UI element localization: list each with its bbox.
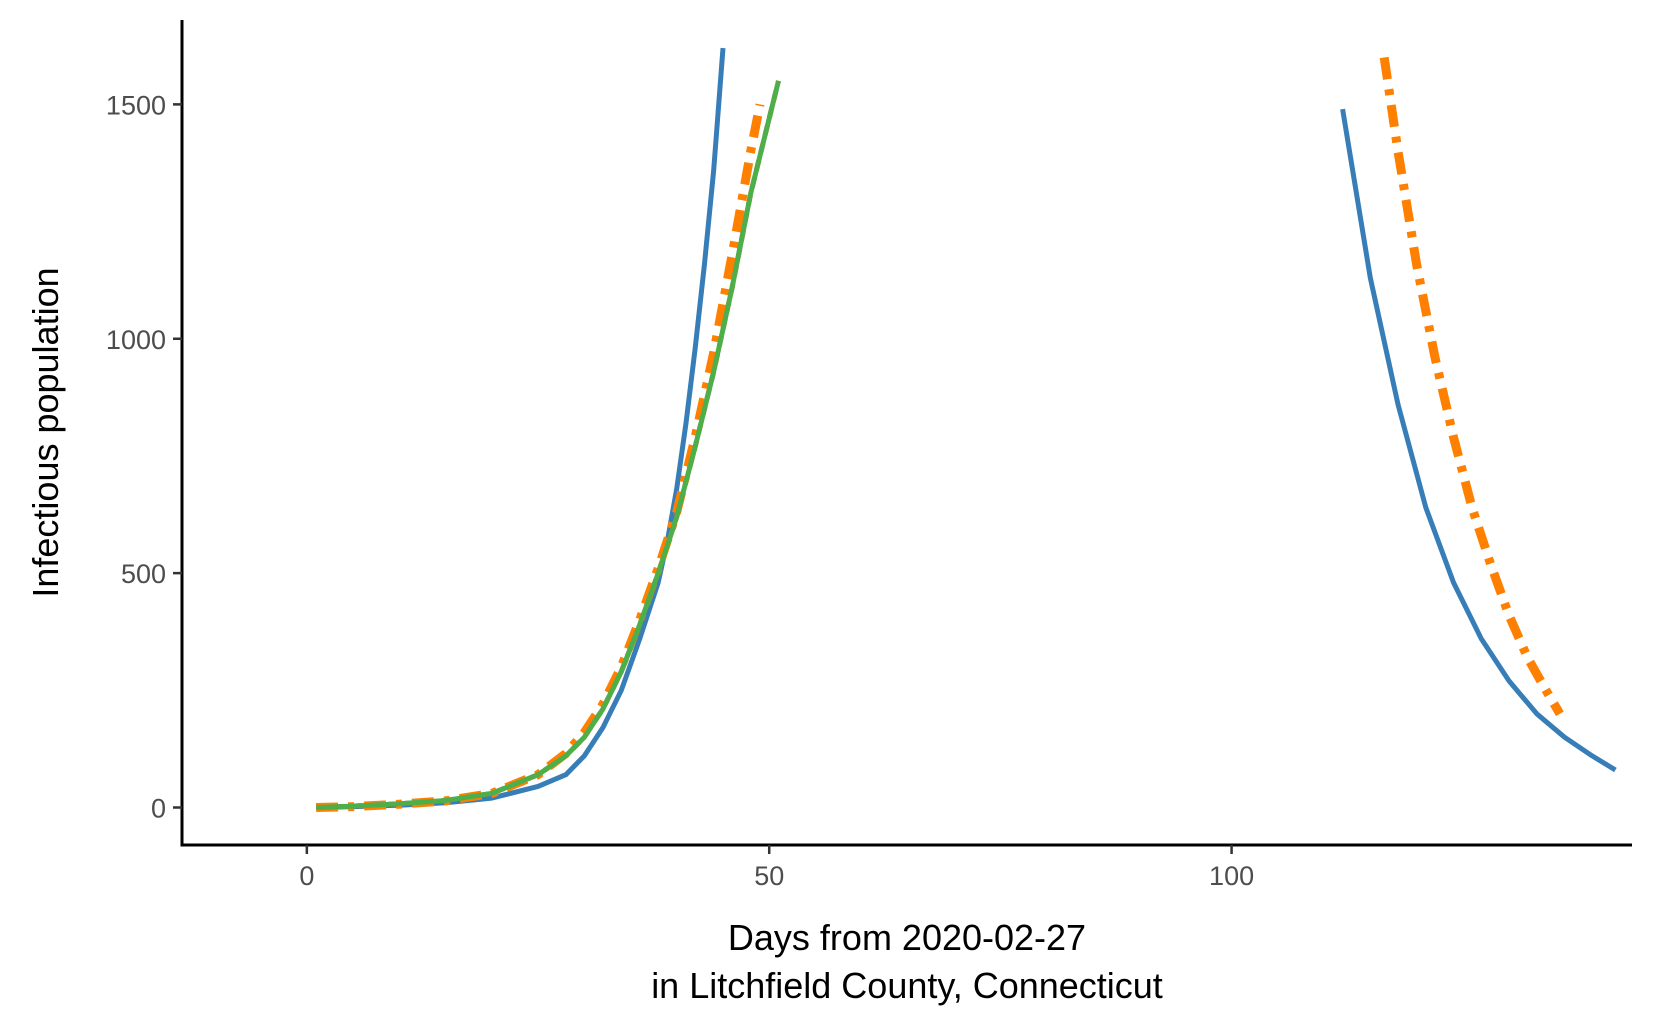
x-axis-title-line-1: in Litchfield County, Connecticut xyxy=(651,965,1163,1006)
x-axis-title-line-0: Days from 2020-02-27 xyxy=(728,917,1086,958)
labels-layer: 0 500 1000 1500 0 50 100 Days from 2020-02-27 in… xyxy=(25,90,1254,1006)
x-tick-label: 100 xyxy=(1209,861,1254,891)
series-3-line-0 xyxy=(316,80,781,810)
axes-layer xyxy=(173,20,1632,854)
series-0-line-1 xyxy=(1340,108,1617,773)
series-0-line-0 xyxy=(316,47,726,810)
series-1-line-0 xyxy=(316,80,781,810)
series-2-line-1 xyxy=(1379,56,1564,717)
series-layer xyxy=(315,47,1617,812)
x-tick-label: 50 xyxy=(754,861,784,891)
y-tick-label: 500 xyxy=(121,559,166,589)
y-axis-title: Infectious population xyxy=(25,267,66,597)
x-tick-label: 0 xyxy=(299,861,314,891)
y-tick-label: 1500 xyxy=(106,90,166,120)
y-tick-label: 0 xyxy=(151,794,166,824)
y-tick-label: 1000 xyxy=(106,325,166,355)
